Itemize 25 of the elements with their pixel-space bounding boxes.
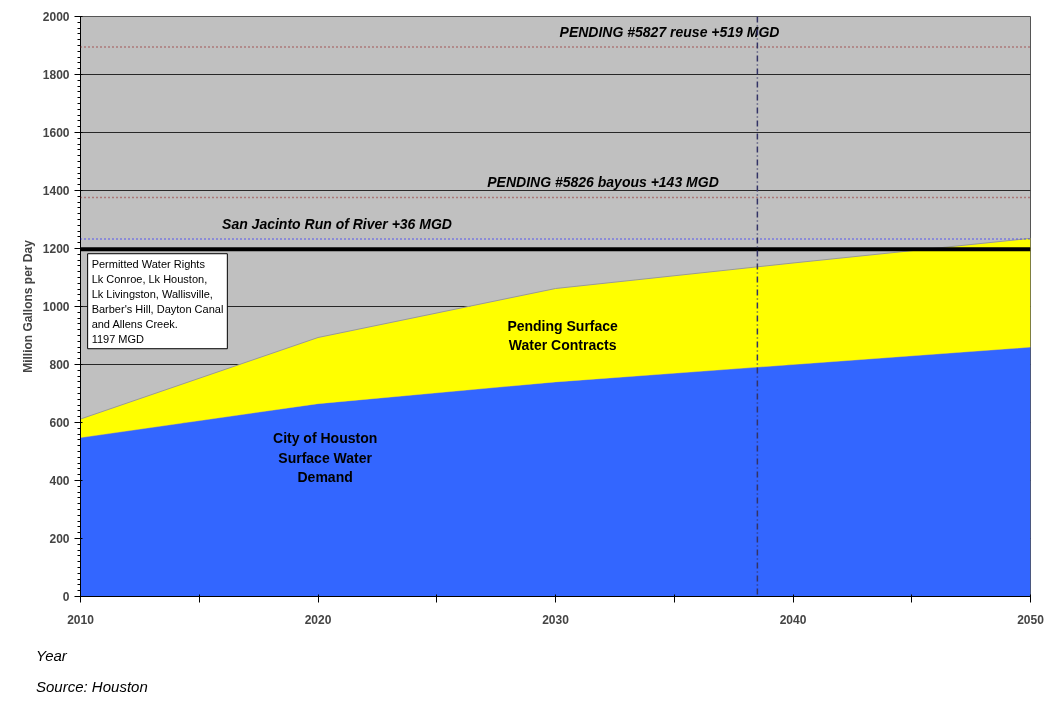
y-tick-label: 1400	[42, 184, 70, 198]
source-note: Source: Houston	[36, 677, 148, 698]
y-tick-label: 800	[49, 358, 70, 372]
y-tick-label: 2000	[42, 10, 70, 24]
ref-line-label: Permitted Water Rights Lk Conroe, Lk Houston, Lk Livingston, Wallisville, Barber's Hill, Dayton Canal and Allens Creek. 1197 MGD	[91, 257, 224, 345]
ref-line-label: PENDING #5827 reuse +519 MGD	[559, 23, 780, 40]
x-tick-label: 2030	[542, 612, 570, 627]
series-label: City of Houston Surface Water Demand	[273, 430, 378, 485]
series-label: Pending Surface Water Contracts	[507, 317, 619, 353]
ref-line-label: PENDING #5826 bayous +143 MGD	[487, 174, 719, 191]
y-tick-label: 1600	[42, 126, 70, 140]
y-tick-label: 1200	[42, 242, 70, 256]
y-axis-title: Million Gallons per Day	[20, 239, 35, 373]
x-tick-label: 2050	[1017, 612, 1045, 627]
ref-line-label: San Jacinto Run of River +36 MGD	[222, 215, 452, 232]
x-axis-title: Year	[36, 646, 67, 666]
x-tick-label: 2040	[779, 612, 807, 627]
y-tick-label: 400	[49, 474, 70, 488]
x-tick-label: 2010	[67, 612, 95, 627]
y-tick-label: 1000	[42, 300, 70, 314]
y-tick-label: 200	[49, 532, 70, 546]
y-tick-label: 0	[62, 590, 70, 604]
y-tick-label: 600	[49, 416, 70, 430]
x-tick-label: 2020	[304, 612, 332, 627]
y-tick-label: 1800	[42, 68, 70, 82]
